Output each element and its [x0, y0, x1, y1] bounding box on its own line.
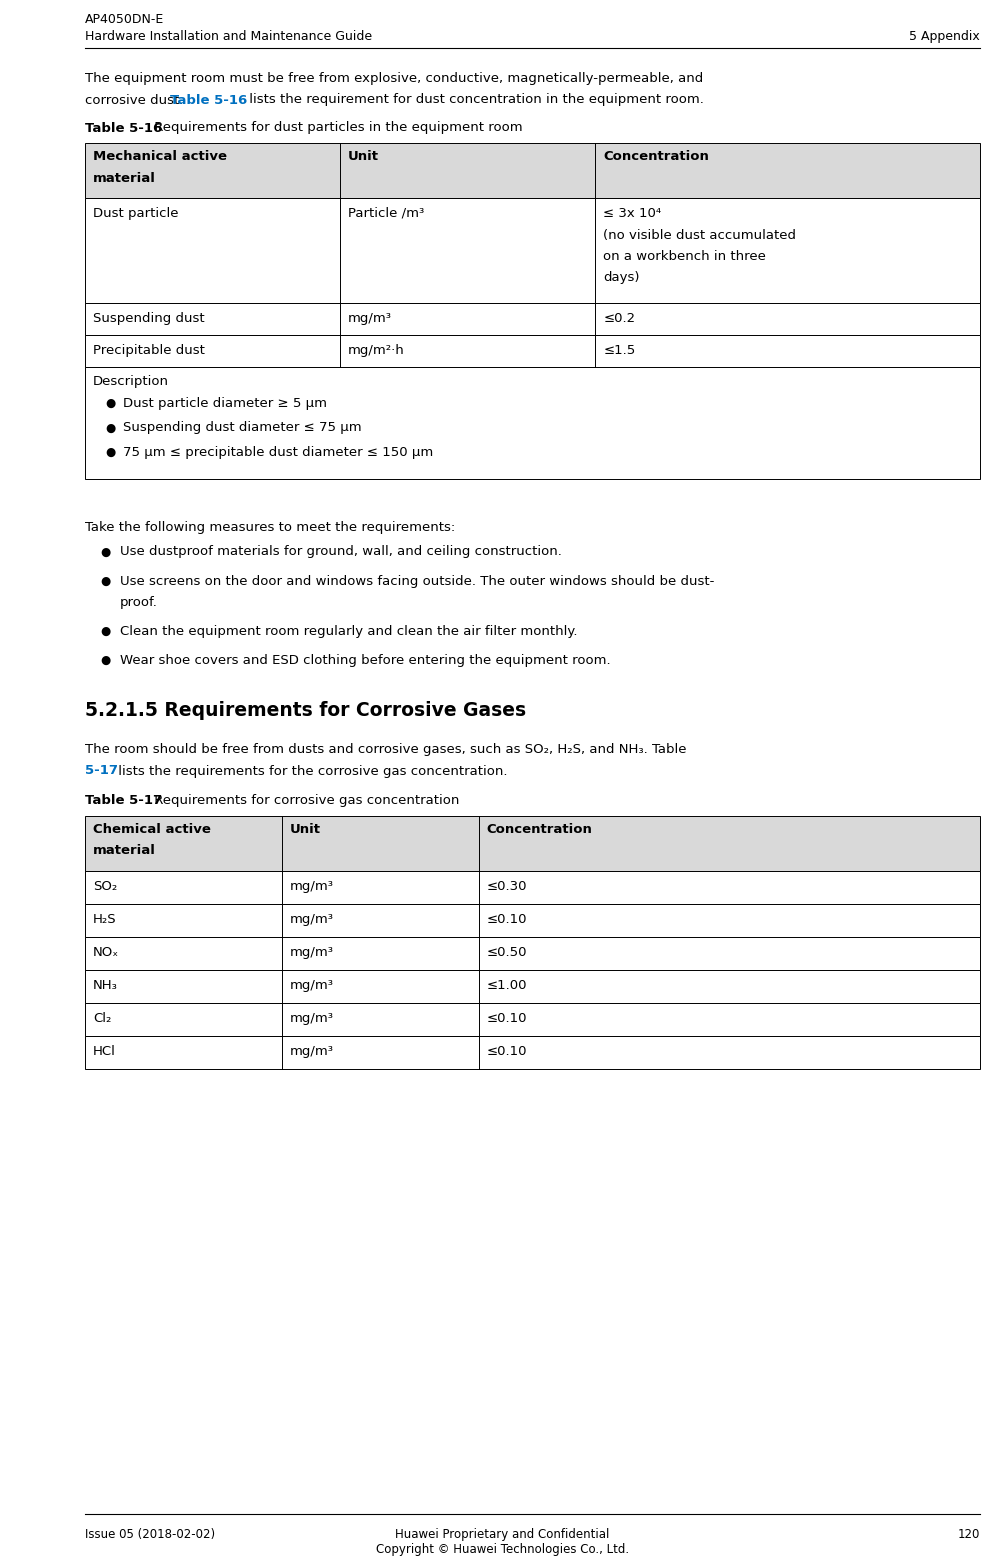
Text: ●: ● [105, 446, 116, 459]
Text: mg/m³: mg/m³ [289, 946, 334, 958]
Text: Use screens on the door and windows facing outside. The outer windows should be : Use screens on the door and windows faci… [120, 575, 715, 587]
Text: mg/m³: mg/m³ [289, 1045, 334, 1057]
Text: ≤0.10: ≤0.10 [486, 1045, 528, 1057]
Text: Table 5-17: Table 5-17 [85, 794, 162, 808]
Text: 5.2.1.5 Requirements for Corrosive Gases: 5.2.1.5 Requirements for Corrosive Gases [85, 702, 527, 720]
Text: mg/m³: mg/m³ [348, 312, 392, 326]
Text: Unit: Unit [289, 824, 321, 836]
Text: The room should be free from dusts and corrosive gases, such as SO₂, H₂S, and NH: The room should be free from dusts and c… [85, 742, 686, 756]
Text: ●: ● [100, 625, 111, 637]
Text: Dust particle: Dust particle [93, 207, 179, 219]
Text: material: material [93, 844, 156, 858]
Text: Copyright © Huawei Technologies Co., Ltd.: Copyright © Huawei Technologies Co., Ltd… [376, 1543, 629, 1557]
Text: ●: ● [105, 421, 116, 434]
Text: ≤0.10: ≤0.10 [486, 913, 528, 926]
Text: ●: ● [105, 398, 116, 410]
Text: Requirements for corrosive gas concentration: Requirements for corrosive gas concentra… [150, 794, 459, 808]
Text: HCl: HCl [93, 1045, 116, 1057]
Text: mg/m³: mg/m³ [289, 880, 334, 893]
Bar [85, 1002, 980, 1037]
Text: proof.: proof. [120, 597, 158, 609]
Text: Huawei Proprietary and Confidential: Huawei Proprietary and Confidential [395, 1528, 610, 1541]
Text: Dust particle diameter ≥ 5 μm: Dust particle diameter ≥ 5 μm [123, 398, 327, 410]
Bar [85, 1037, 980, 1070]
Text: 75 μm ≤ precipitable dust diameter ≤ 150 μm: 75 μm ≤ precipitable dust diameter ≤ 150… [123, 446, 433, 459]
Text: lists the requirement for dust concentration in the equipment room.: lists the requirement for dust concentra… [244, 94, 704, 106]
Text: Use dustproof materials for ground, wall, and ceiling construction.: Use dustproof materials for ground, wall… [120, 545, 562, 559]
Text: Wear shoe covers and ESD clothing before entering the equipment room.: Wear shoe covers and ESD clothing before… [120, 655, 611, 667]
Text: SO₂: SO₂ [93, 880, 118, 893]
Text: ≤0.10: ≤0.10 [486, 1012, 528, 1024]
Text: Suspending dust diameter ≤ 75 μm: Suspending dust diameter ≤ 75 μm [123, 421, 362, 434]
Text: Particle /m³: Particle /m³ [348, 207, 424, 219]
Text: Table 5-16: Table 5-16 [171, 94, 248, 106]
Bar [85, 969, 980, 1002]
Text: ≤ 3x 10⁴: ≤ 3x 10⁴ [603, 207, 661, 219]
Text: NOₓ: NOₓ [93, 946, 120, 958]
Bar [85, 335, 980, 366]
Bar [85, 302, 980, 335]
Text: AP4050DN-E: AP4050DN-E [85, 13, 164, 27]
Text: Mechanical active: Mechanical active [93, 150, 227, 163]
Text: Suspending dust: Suspending dust [93, 312, 205, 326]
Text: Take the following measures to meet the requirements:: Take the following measures to meet the … [85, 521, 455, 534]
Text: Clean the equipment room regularly and clean the air filter monthly.: Clean the equipment room regularly and c… [120, 625, 578, 637]
Text: Concentration: Concentration [603, 150, 709, 163]
Text: 120: 120 [958, 1528, 980, 1541]
Text: 5 Appendix: 5 Appendix [910, 30, 980, 42]
Text: Issue 05 (2018-02-02): Issue 05 (2018-02-02) [85, 1528, 215, 1541]
Text: The equipment room must be free from explosive, conductive, magnetically-permeab: The equipment room must be free from exp… [85, 72, 704, 85]
Text: (no visible dust accumulated: (no visible dust accumulated [603, 229, 796, 241]
Text: 5-17: 5-17 [85, 764, 118, 777]
Bar [85, 904, 980, 936]
Text: Table 5-16: Table 5-16 [85, 122, 162, 135]
Bar [85, 197, 980, 302]
Text: mg/m³: mg/m³ [289, 979, 334, 991]
Text: Requirements for dust particles in the equipment room: Requirements for dust particles in the e… [150, 122, 523, 135]
Text: mg/m³: mg/m³ [289, 1012, 334, 1024]
Text: Chemical active: Chemical active [93, 824, 211, 836]
Text: mg/m³: mg/m³ [289, 913, 334, 926]
Text: days): days) [603, 271, 639, 285]
Text: material: material [93, 172, 156, 185]
Bar [85, 816, 980, 871]
Text: mg/m²·h: mg/m²·h [348, 345, 405, 357]
Bar [85, 871, 980, 904]
Text: Hardware Installation and Maintenance Guide: Hardware Installation and Maintenance Gu… [85, 30, 372, 42]
Bar [85, 366, 980, 479]
Text: ≤0.30: ≤0.30 [486, 880, 528, 893]
Bar [85, 936, 980, 969]
Text: Cl₂: Cl₂ [93, 1012, 112, 1024]
Text: ≤0.2: ≤0.2 [603, 312, 635, 326]
Bar [85, 143, 980, 197]
Text: NH₃: NH₃ [93, 979, 118, 991]
Text: ≤1.00: ≤1.00 [486, 979, 528, 991]
Text: ●: ● [100, 545, 111, 559]
Text: ≤1.5: ≤1.5 [603, 345, 635, 357]
Text: lists the requirements for the corrosive gas concentration.: lists the requirements for the corrosive… [115, 764, 508, 777]
Text: on a workbench in three: on a workbench in three [603, 251, 766, 263]
Text: H₂S: H₂S [93, 913, 117, 926]
Text: ●: ● [100, 575, 111, 587]
Text: corrosive dust.: corrosive dust. [85, 94, 188, 106]
Text: ●: ● [100, 655, 111, 667]
Text: Precipitable dust: Precipitable dust [93, 345, 205, 357]
Text: Description: Description [93, 374, 169, 388]
Text: Unit: Unit [348, 150, 379, 163]
Text: Concentration: Concentration [486, 824, 593, 836]
Text: ≤0.50: ≤0.50 [486, 946, 528, 958]
